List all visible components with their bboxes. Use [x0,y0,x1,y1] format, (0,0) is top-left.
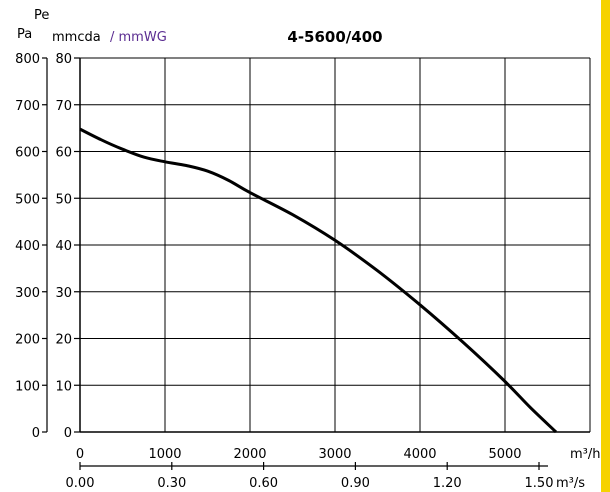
mm-tick-label: 80 [55,52,72,67]
pa-tick-label: 0 [32,426,40,441]
x-tick-label: 1000 [148,447,181,462]
pa-tick-label: 800 [15,52,40,67]
pa-tick-label: 300 [15,286,40,301]
x2-tick-label: 1.50 [525,476,554,491]
x-unit-m3s-label: m³/s [556,476,585,491]
x2-tick-label: 1.20 [433,476,462,491]
mm-tick-label: 50 [55,192,72,207]
mm-tick-label: 0 [64,426,72,441]
mm-tick-label: 30 [55,286,72,301]
series-group [79,127,558,434]
grid [79,57,591,433]
y-axis-pe-label: Pe [34,8,49,23]
y-unit-pa-label: Pa [17,27,32,42]
performance-curve [79,127,558,434]
x-tick-label: 2000 [233,447,266,462]
axes [42,57,590,470]
pa-tick-label: 500 [15,192,40,207]
x-tick-label: 3000 [318,447,351,462]
pa-tick-label: 400 [15,239,40,254]
y-unit-mmwg-label: / mmWG [110,30,167,45]
mm-tick-label: 40 [55,239,72,254]
mm-tick-label: 20 [55,333,72,348]
tick-labels: 0100200300400500600700800010203040506070… [15,52,553,491]
mm-tick-label: 60 [55,146,72,161]
x-tick-label: 4000 [403,447,436,462]
x2-tick-label: 0.60 [249,476,278,491]
yellow-edge-strip [601,0,610,492]
pa-tick-label: 700 [15,99,40,114]
x2-tick-label: 0.30 [157,476,186,491]
x-tick-label: 5000 [488,447,521,462]
pa-tick-label: 200 [15,333,40,348]
x2-tick-label: 0.00 [66,476,95,491]
mm-tick-label: 70 [55,99,72,114]
pa-tick-label: 600 [15,146,40,161]
chart-title: 4-5600/400 [287,28,382,46]
x-tick-label: 0 [76,447,84,462]
x2-tick-label: 0.90 [341,476,370,491]
pa-tick-label: 100 [15,379,40,394]
y-unit-mmcda-label: mmcda [52,30,101,45]
mm-tick-label: 10 [55,379,72,394]
x-unit-m3h-label: m³/h [570,447,601,462]
